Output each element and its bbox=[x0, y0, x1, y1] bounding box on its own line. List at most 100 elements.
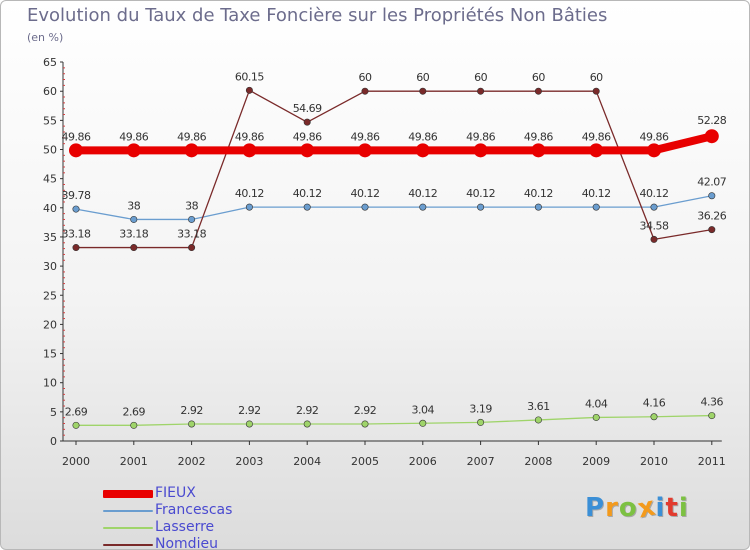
data-point bbox=[358, 143, 372, 158]
data-label: 4.04 bbox=[585, 397, 608, 410]
data-label: 42.07 bbox=[697, 176, 726, 189]
data-point bbox=[534, 87, 542, 95]
data-label: 2.92 bbox=[180, 404, 203, 417]
y-tick-label: 30 bbox=[43, 260, 57, 273]
series-layer: 2.69 2.69 2.92 2.92 2.92 2.92 3.04 3.19 3.61 4.04… bbox=[62, 70, 727, 429]
data-label: 49.86 bbox=[640, 130, 669, 143]
data-label: 38 bbox=[127, 199, 140, 212]
data-point bbox=[473, 143, 488, 158]
logo-letter: o bbox=[618, 493, 638, 523]
series-line bbox=[72, 132, 716, 155]
data-point bbox=[188, 215, 196, 223]
data-label: 49.86 bbox=[582, 130, 611, 143]
data-label: 49.86 bbox=[408, 130, 437, 143]
data-label: 40.12 bbox=[293, 187, 322, 200]
data-point bbox=[534, 203, 542, 211]
logo-letter: t bbox=[665, 493, 679, 523]
y-tick-label: 45 bbox=[43, 173, 57, 186]
legend-label: Francescas bbox=[155, 502, 233, 518]
data-label: 49.86 bbox=[177, 130, 206, 143]
data-label: 3.19 bbox=[469, 402, 492, 415]
legend-swatch bbox=[103, 544, 153, 546]
legend-swatch bbox=[103, 510, 153, 512]
y-tick-label: 0 bbox=[50, 435, 57, 448]
series-francescas: 39.78 38 38 40.12 40.12 40.12 40.12 40.12 40.12 4… bbox=[62, 176, 727, 223]
legend-label: FIEUX bbox=[155, 485, 196, 501]
data-point bbox=[188, 420, 196, 428]
x-tick-label: 2005 bbox=[351, 455, 379, 468]
y-tick-label: 55 bbox=[43, 114, 57, 127]
data-point bbox=[361, 420, 369, 428]
chart-subtitle: (en %) bbox=[27, 31, 64, 44]
data-label: 3.04 bbox=[412, 403, 435, 416]
data-label: 38 bbox=[185, 199, 198, 212]
data-point bbox=[650, 235, 658, 243]
data-label: 2.92 bbox=[354, 404, 377, 417]
data-point bbox=[650, 203, 658, 211]
data-point bbox=[303, 118, 311, 126]
data-label: 4.36 bbox=[701, 396, 724, 409]
data-label: 60 bbox=[359, 71, 372, 84]
legend-label: Nomdieu bbox=[155, 536, 218, 550]
data-point bbox=[184, 143, 199, 158]
logo-letter: i bbox=[678, 493, 689, 523]
x-tick-label: 2010 bbox=[640, 455, 668, 468]
data-point bbox=[647, 143, 661, 158]
x-tick-label: 2009 bbox=[582, 455, 610, 468]
y-tick-label: 50 bbox=[43, 144, 57, 157]
data-label: 2.92 bbox=[296, 404, 319, 417]
data-point bbox=[704, 129, 719, 144]
data-label: 36.26 bbox=[697, 210, 726, 223]
series-line bbox=[75, 195, 713, 221]
data-label: 3.61 bbox=[527, 400, 550, 413]
y-tick-label: 15 bbox=[43, 348, 57, 361]
data-label: 60 bbox=[532, 71, 545, 84]
data-label: 2.69 bbox=[123, 405, 146, 418]
y-tick-label: 40 bbox=[43, 202, 57, 215]
data-point bbox=[592, 87, 600, 95]
data-point bbox=[188, 244, 196, 252]
data-point bbox=[477, 203, 485, 211]
logo-letter: i bbox=[655, 493, 666, 523]
data-point bbox=[708, 226, 716, 234]
series-line bbox=[75, 414, 713, 426]
data-label: 49.86 bbox=[351, 130, 380, 143]
legend-label: Lasserre bbox=[155, 519, 215, 535]
x-tick-label: 2001 bbox=[120, 455, 148, 468]
data-label: 33.18 bbox=[177, 228, 206, 241]
x-tick-label: 2002 bbox=[178, 455, 206, 468]
axes: 0 5 10 15 20 25 30 35 40 45 50 55 60 65 2000 2001 2002 20… bbox=[43, 56, 726, 468]
data-label: 39.78 bbox=[62, 189, 91, 202]
data-label: 49.86 bbox=[119, 130, 148, 143]
data-label: 33.18 bbox=[62, 228, 91, 241]
data-label: 52.28 bbox=[697, 114, 726, 127]
data-label: 40.12 bbox=[524, 187, 553, 200]
data-point bbox=[130, 215, 138, 223]
proxiti-logo: Proxiti bbox=[585, 491, 689, 524]
data-point bbox=[534, 416, 542, 424]
data-point bbox=[245, 203, 253, 211]
series-fieux: 49.86 49.86 49.86 49.86 49.86 49.86 49.86 49.86… bbox=[62, 114, 727, 158]
data-point bbox=[650, 413, 658, 421]
data-point bbox=[245, 420, 253, 428]
logo-letter: r bbox=[605, 493, 619, 523]
data-label: 40.12 bbox=[640, 187, 669, 200]
data-point bbox=[72, 244, 80, 252]
x-tick-label: 2006 bbox=[409, 455, 437, 468]
data-label: 2.69 bbox=[65, 405, 88, 418]
data-label: 49.86 bbox=[293, 130, 322, 143]
x-tick-label: 2000 bbox=[62, 455, 90, 468]
data-point bbox=[126, 143, 141, 158]
data-label: 60 bbox=[474, 71, 487, 84]
data-point bbox=[361, 87, 369, 95]
data-point bbox=[72, 205, 80, 213]
data-label: 49.86 bbox=[62, 130, 91, 143]
data-point bbox=[300, 143, 315, 158]
x-tick-label: 2003 bbox=[235, 455, 263, 468]
legend-swatch bbox=[103, 490, 153, 498]
chart-title: Evolution du Taux de Taxe Foncière sur l… bbox=[27, 5, 608, 26]
data-label: 40.12 bbox=[582, 187, 611, 200]
x-tick-label: 2007 bbox=[467, 455, 495, 468]
logo-letter: P bbox=[585, 493, 606, 523]
